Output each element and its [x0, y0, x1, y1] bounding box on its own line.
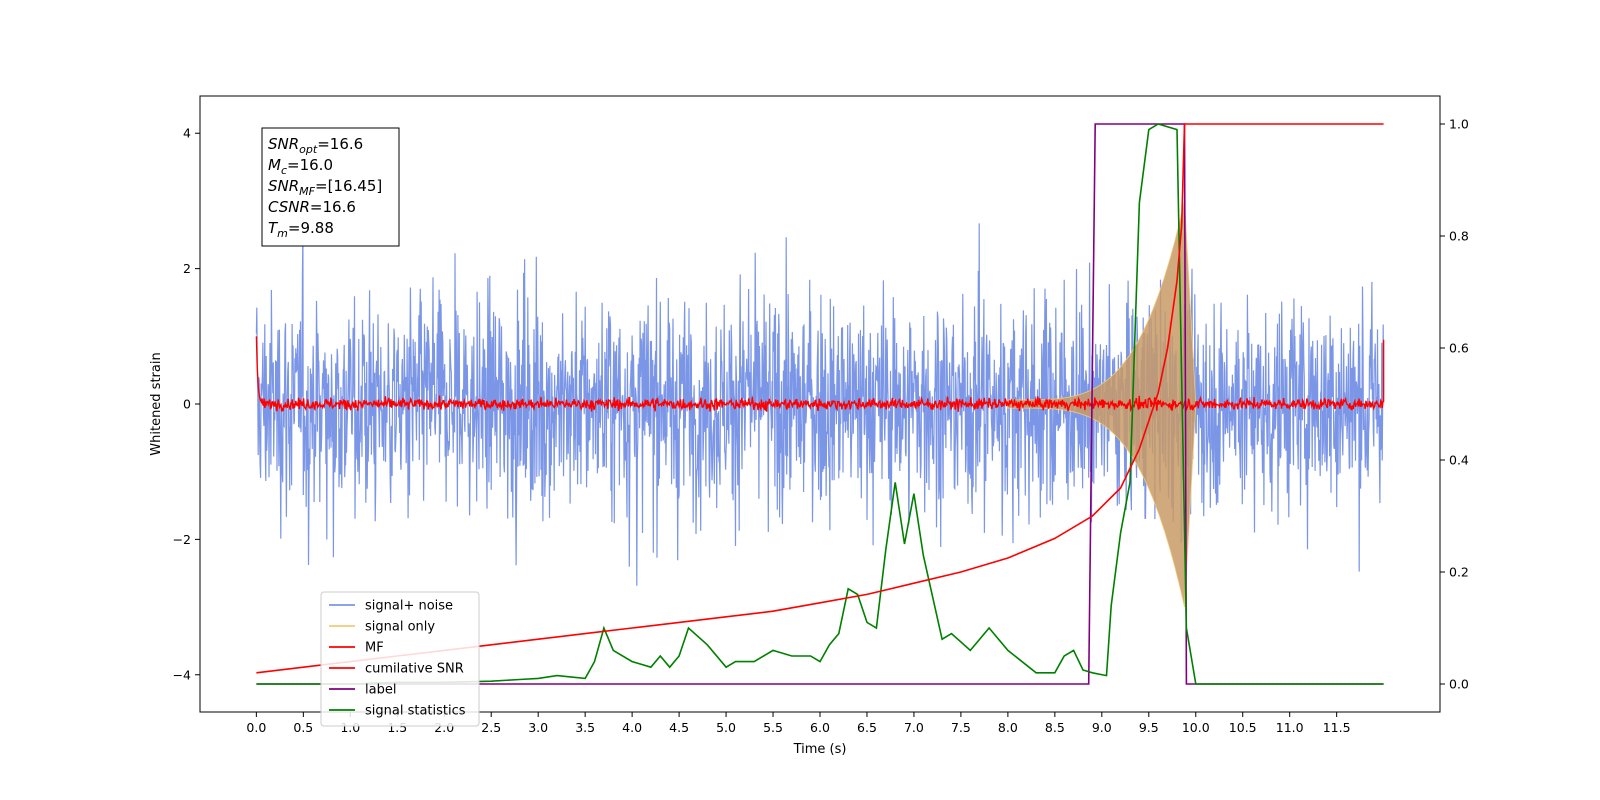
annotation-line: Mc=16.0 — [268, 156, 333, 177]
legend-frame — [320, 591, 480, 727]
x-tick-label: 4.5 — [669, 720, 689, 735]
annotation-box: SNRopt=16.6Mc=16.0SNRMF=[16.45]CSNR=16.6… — [261, 127, 400, 247]
series-mf — [255, 336, 1385, 413]
series-signal-noise — [255, 223, 1385, 586]
x-tick-label: 3.5 — [575, 720, 595, 735]
x-tick-label: 11.5 — [1323, 720, 1351, 735]
x-tick-label: 10.5 — [1229, 720, 1257, 735]
y-tick-left-label: 4 — [183, 126, 191, 141]
x-tick-label: 0.5 — [293, 720, 313, 735]
y-tick-right-label: 0.2 — [1449, 565, 1469, 580]
legend: signal+ noise signal only MF cumilative SNR… — [320, 591, 480, 727]
annotation-line: SNRopt=16.6 — [268, 135, 363, 156]
legend-label: signal only — [365, 620, 435, 635]
x-tick-label: 6.5 — [857, 720, 877, 735]
x-tick-label: 0.0 — [246, 720, 266, 735]
series-signal-statistics — [256, 123, 1384, 685]
y-tick-left-label: 0 — [183, 397, 191, 412]
y-tick-left-label: −4 — [173, 667, 191, 682]
x-tick-label: 5.5 — [763, 720, 783, 735]
x-tick-label: 3.0 — [528, 720, 548, 735]
x-tick-label: 6.0 — [810, 720, 830, 735]
x-tick-label: 5.0 — [716, 720, 736, 735]
annotation-line: Tm=9.88 — [268, 219, 334, 240]
y-tick-right-label: 0.8 — [1449, 229, 1469, 244]
y-tick-right-label: 0.0 — [1449, 677, 1469, 692]
legend-label: signal+ noise — [365, 599, 453, 614]
y-tick-right-label: 1.0 — [1449, 117, 1469, 132]
x-tick-label: 8.0 — [998, 720, 1018, 735]
y-tick-left-label: −2 — [173, 532, 191, 547]
x-tick-label: 4.0 — [622, 720, 642, 735]
annotation-box-frame — [261, 127, 400, 247]
y-tick-right-label: 0.4 — [1449, 453, 1469, 468]
annotation-line: CSNR=16.6 — [268, 198, 356, 216]
x-tick-label: 2.5 — [481, 720, 501, 735]
legend-label: label — [365, 683, 396, 698]
legend-label: cumilative SNR — [365, 662, 464, 677]
x-tick-label: 11.0 — [1276, 720, 1304, 735]
legend-label: signal statistics — [365, 704, 466, 719]
annotation-line: SNRMF=[16.45] — [268, 177, 382, 198]
x-tick-label: 10.0 — [1182, 720, 1210, 735]
x-tick-label: 9.0 — [1092, 720, 1112, 735]
x-tick-label: 9.5 — [1139, 720, 1159, 735]
y-tick-left-label: 2 — [183, 261, 191, 276]
legend-label: MF — [365, 641, 384, 656]
x-tick-label: 7.5 — [951, 720, 971, 735]
x-tick-label: 7.0 — [904, 720, 924, 735]
x-tick-label: 8.5 — [1045, 720, 1065, 735]
y-tick-right-label: 0.6 — [1449, 341, 1469, 356]
x-axis-title: Time (s) — [793, 742, 847, 757]
y-axis-title: Whitened strain — [149, 352, 164, 455]
